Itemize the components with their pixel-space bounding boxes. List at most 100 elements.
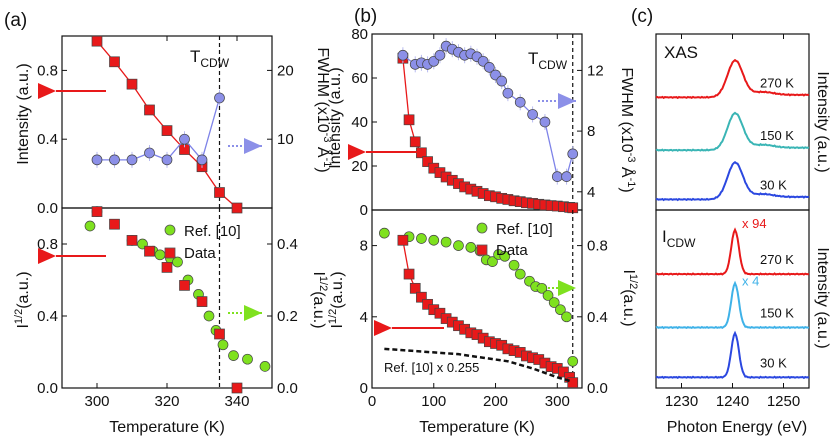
data-point-circle — [567, 355, 579, 367]
trace-multiplier-label: x 4 — [742, 273, 759, 288]
panel-c-photon-energy-label: Photon Energy (eV) — [667, 419, 808, 436]
left-tick-label: 20 — [351, 158, 368, 175]
trace-temperature-label: 270 K — [760, 252, 794, 267]
trace-temperature-label: 150 K — [760, 128, 794, 143]
panel-a-temperature-label: Temperature (K) — [109, 419, 225, 436]
right-tick-label: 0.2 — [277, 308, 298, 325]
data-point-circle — [514, 96, 526, 108]
panel-b-sqrt-left-label: I1/2(a.u.) — [327, 271, 346, 328]
data-point-square — [109, 218, 120, 230]
panel-a-fwhm-label: FWHM (x10-3 Å-1) — [314, 47, 333, 172]
data-point-circle — [242, 353, 253, 365]
data-point-circle — [561, 311, 572, 323]
left-tick-label: 0 — [360, 202, 368, 219]
left-tick-label: 8 — [360, 238, 368, 255]
panel-a-legend: Ref. [10] Data — [164, 223, 241, 262]
right-tick-label: 0.4 — [277, 236, 298, 253]
right-tick-label: 12 — [587, 62, 604, 79]
data-point-circle — [465, 242, 477, 253]
left-tick-label: 0.4 — [37, 308, 58, 325]
spectrum-30k — [655, 160, 810, 202]
left-tick-label: 80 — [351, 26, 368, 43]
data-point-circle — [555, 304, 566, 316]
data-point-square — [567, 377, 579, 389]
data-point-circle — [154, 249, 166, 261]
left-tick-label: 0.8 — [37, 236, 58, 253]
trace-temperature-label: 30 K — [760, 355, 787, 370]
left-tick-label: 0.8 — [37, 62, 58, 79]
legend-data-text: Data — [184, 245, 216, 262]
data-point-circle — [428, 234, 440, 246]
panel-c-icdw-title: ICDW — [662, 227, 696, 250]
legend-ref-text: Ref. [10] — [184, 223, 241, 240]
series-line-ref-10-x-0-255 — [384, 347, 570, 383]
data-point-circle — [561, 171, 572, 182]
spectrum-270k — [655, 58, 810, 100]
panel-a-sqrt-right-label: I1/2(a.u.) — [310, 271, 329, 328]
x-tick-label: 0 — [368, 393, 376, 410]
x-tick-label: 1230 — [665, 393, 698, 410]
data-point-circle — [527, 109, 538, 120]
data-point-circle — [499, 250, 511, 262]
x-tick-label: 1250 — [767, 393, 800, 410]
right-tick-label: 10 — [277, 131, 294, 148]
data-point-square — [161, 125, 173, 136]
data-point-circle — [416, 233, 427, 244]
data-point-square — [416, 291, 427, 303]
data-point-circle — [548, 297, 560, 308]
data-point-circle — [179, 133, 190, 145]
data-point-circle — [514, 268, 526, 280]
spectrum-150k — [655, 280, 810, 330]
data-point-circle — [109, 154, 120, 166]
panel-b-ref-scaled-annotation: Ref. [10] x 0.255 — [384, 360, 479, 375]
data-point-circle — [84, 220, 96, 232]
data-point-circle — [214, 92, 225, 104]
panel-c: 1230 1240 1250 270 K 150 K 30 K 270 K x 94 150 … — [655, 33, 831, 436]
data-point-circle — [440, 236, 452, 248]
data-point-square — [179, 280, 190, 291]
legend-ref-marker — [164, 224, 176, 236]
legend-data-text: Data — [496, 242, 528, 259]
data-point-circle — [567, 148, 579, 160]
trace-multiplier-label: x 94 — [742, 216, 767, 231]
right-tick-label: 20 — [277, 62, 294, 79]
data-point-square — [397, 234, 409, 246]
data-point-circle — [217, 339, 229, 351]
data-point-circle — [379, 227, 390, 239]
spectrum-30k — [655, 330, 810, 380]
left-tick-label: 0.0 — [37, 200, 58, 217]
data-point-square — [91, 206, 103, 217]
left-tick-label: 0 — [360, 380, 368, 397]
panel-c-top-intensity-label: Intensity (a.u.) — [814, 71, 831, 172]
data-point-square — [161, 262, 173, 273]
data-point-circle — [91, 154, 103, 166]
legend-data-marker — [476, 244, 488, 256]
panel-a-top-frame — [61, 35, 273, 209]
data-point-square — [109, 56, 120, 68]
data-point-square — [403, 268, 415, 280]
left-tick-label: 0.4 — [37, 131, 58, 148]
data-point-circle — [542, 290, 554, 301]
data-point-circle — [228, 350, 239, 361]
panel-a: 0.0 0.4 0.8 10 20 0.0 0.4 0.8 0.0 0.2 0.4 300 320 340… — [13, 35, 333, 436]
panel-a-sqrt-left-label: I1/2(a.u.) — [13, 271, 32, 328]
left-tick-label: 60 — [351, 70, 368, 87]
data-point-square — [422, 156, 433, 167]
data-point-circle — [484, 62, 495, 73]
data-point-circle — [259, 361, 271, 372]
panel-b-fwhm-label: FWHM (x10-3 Å-1) — [618, 67, 637, 192]
panel-a-intensity-label: Intensity (a.u.) — [15, 63, 32, 164]
panel-b-sqrt-right-label: I1/2(a.u.) — [620, 269, 639, 326]
x-tick-label: 200 — [483, 393, 508, 410]
trace-temperature-label: 150 K — [760, 305, 794, 320]
panel-b-bottom-frame — [371, 209, 583, 389]
legend-ref-text: Ref. [10] — [496, 221, 553, 238]
right-tick-label: 0.0 — [277, 380, 298, 397]
data-point-circle — [551, 171, 563, 182]
x-tick-label: 340 — [224, 393, 249, 410]
x-tick-label: 1240 — [716, 393, 749, 410]
data-point-square — [403, 114, 415, 126]
panel-b: 0 20 40 60 80 4 8 12 0 4 8 0.0 0.4 0.8 0 100 200 300 Inte… — [327, 26, 639, 436]
right-tick-label: 0.8 — [587, 238, 608, 255]
legend-data-marker — [164, 247, 176, 259]
